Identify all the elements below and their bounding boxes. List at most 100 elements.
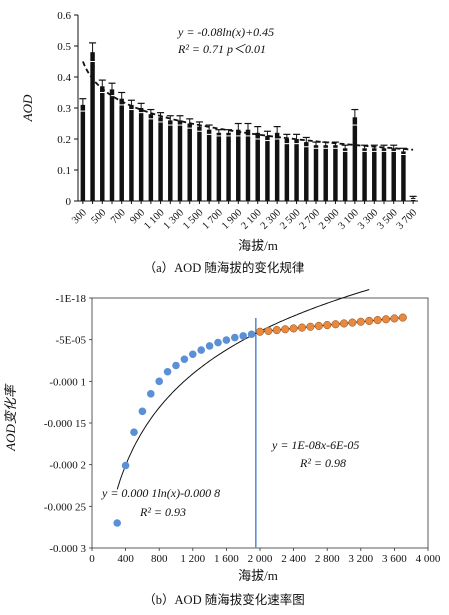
chart-b: -1E-18 -5E-05 -0.000 1 -0.000 15 -0.000 2 -0.…: [3, 289, 441, 607]
chart-b-point: [214, 338, 222, 347]
chart-a-bar: [391, 148, 396, 201]
chart-b-point: [239, 332, 247, 340]
chart-a-bar: [245, 129, 251, 201]
chart-b-point: [121, 461, 130, 470]
chart-b-point: [222, 336, 231, 344]
chart-a-error-bar: [351, 108, 359, 126]
chart-a-error-bar: [215, 129, 223, 137]
chart-a-x-tick-label: 2 300: [259, 207, 283, 231]
chart-b-y-tick-label: -1E-18: [55, 293, 86, 305]
chart-a-x-tick-label: 3 700: [395, 207, 419, 231]
chart-a-x-tick-label: 1 900: [220, 207, 244, 231]
chart-a-bar: [274, 132, 280, 201]
chart-b-point: [205, 342, 214, 350]
chart-a-bar: [352, 117, 358, 201]
chart-b-point: [247, 330, 256, 339]
chart-b-point: [306, 322, 315, 331]
chart-a-x-tick-label: 2 700: [298, 207, 322, 231]
chart-b-point: [155, 377, 163, 386]
chart-a-bar: [294, 139, 299, 201]
chart-a-error-bar: [127, 99, 135, 111]
chart-a-fit-r2: R² = 0.71 p＜0.01: [177, 42, 266, 56]
chart-b-point: [255, 327, 265, 336]
chart-a-error-bar: [341, 144, 349, 152]
chart-a-bar: [372, 148, 377, 201]
chart-b-point: [365, 316, 374, 325]
chart-a-bar: [342, 148, 348, 201]
chart-b-y-tick-label: -5E-05: [55, 335, 86, 347]
chart-b-fit2-r2: R² = 0.98: [299, 456, 346, 470]
chart-a-error-bar: [312, 141, 320, 149]
chart-a-x-tick-label: 3 500: [375, 207, 399, 231]
chart-b-caption: （b）AOD 随海拔变化速率图: [143, 592, 304, 607]
chart-a-error-bar: [234, 122, 242, 137]
chart-a-error-bar: [166, 115, 174, 126]
chart-b-x-tick-label: 1 200: [180, 553, 205, 565]
chart-a-bar: [100, 86, 105, 201]
chart-b-point: [339, 319, 349, 328]
chart-b-point: [323, 321, 332, 330]
chart-a-x-tick-label: 3 100: [336, 207, 360, 231]
chart-a-error-bar: [147, 108, 155, 120]
chart-a-error-bar: [390, 144, 398, 152]
chart-a-error-bar: [176, 115, 184, 126]
chart-a-bar: [90, 52, 95, 202]
chart-a-bar: [236, 129, 241, 201]
chart-b-x-tick-label: 2 400: [281, 553, 306, 565]
chart-b-point: [197, 346, 205, 354]
chart-a-error-bar: [254, 125, 262, 140]
chart-a-bar: [333, 145, 338, 201]
chart-a-x-tick-label: 3 300: [356, 207, 380, 231]
chart-b-point: [281, 325, 290, 334]
chart-b-x-label: 海拔/m: [238, 568, 278, 583]
chart-b-point: [289, 324, 298, 333]
chart-b-point: [138, 407, 147, 416]
chart-a-error-bar: [79, 98, 87, 112]
chart-a-y-tick-label: 0.6: [57, 10, 71, 22]
chart-b-point: [314, 321, 323, 330]
chart-a-bar: [129, 104, 134, 201]
chart-b-point: [113, 519, 121, 527]
chart-b-x-tick-label: 800: [151, 553, 168, 565]
chart-a-error-bar: [409, 195, 417, 200]
chart-b-point: [398, 313, 407, 322]
chart-a-bar: [381, 148, 387, 201]
chart-b-point: [331, 320, 340, 329]
chart-a-x-label: 海拔/m: [238, 238, 278, 253]
chart-a-x-tick-label: 1 100: [142, 207, 166, 231]
chart-b-point: [130, 428, 138, 436]
chart-b-y-tick-label: -0.000 1: [49, 376, 86, 388]
chart-a-x-tick-label: 1 700: [200, 207, 224, 231]
chart-b-y-label: AOD变化率: [3, 383, 18, 452]
chart-b-x-tick-label: 3 600: [382, 553, 407, 565]
chart-a-x-tick-label: 1 300: [162, 207, 186, 231]
chart-a-y-tick-label: 0.4: [57, 72, 71, 84]
chart-a-bar: [158, 117, 163, 201]
chart-a-bar: [119, 98, 124, 201]
chart-a-bar: [206, 129, 212, 201]
chart-b-point: [147, 390, 155, 398]
chart-b-point: [180, 355, 189, 364]
chart-a-bar: [284, 139, 290, 201]
chart-a-fit-curve: [82, 61, 414, 151]
chart-b-fit1-r2: R² = 0.93: [139, 505, 186, 519]
chart-a-error-bar: [98, 79, 106, 93]
chart-b-point: [297, 323, 307, 332]
chart-a-bar: [168, 120, 173, 201]
chart-b-point: [272, 326, 281, 335]
chart-b-y-tick-label: -0.000 25: [44, 501, 87, 513]
chart-b-x-tick-label: 2 800: [315, 553, 340, 565]
chart-a-bar: [265, 135, 270, 201]
chart-b-x-tick-label: 0: [89, 553, 95, 565]
chart-b-point: [390, 314, 399, 323]
chart-a-bar: [255, 132, 260, 201]
chart-b-x-tick-label: 2 000: [248, 553, 273, 565]
chart-a-bar: [362, 148, 367, 201]
chart-b-x-tick-label: 1 600: [214, 553, 239, 565]
chart-a-y-tick-label: 0.3: [57, 103, 71, 115]
chart-b-x-tick-label: 3 200: [348, 553, 373, 565]
chart-a-y-tick-label: 0: [66, 196, 72, 208]
chart-a-x-tick-label: 1 500: [181, 207, 205, 231]
